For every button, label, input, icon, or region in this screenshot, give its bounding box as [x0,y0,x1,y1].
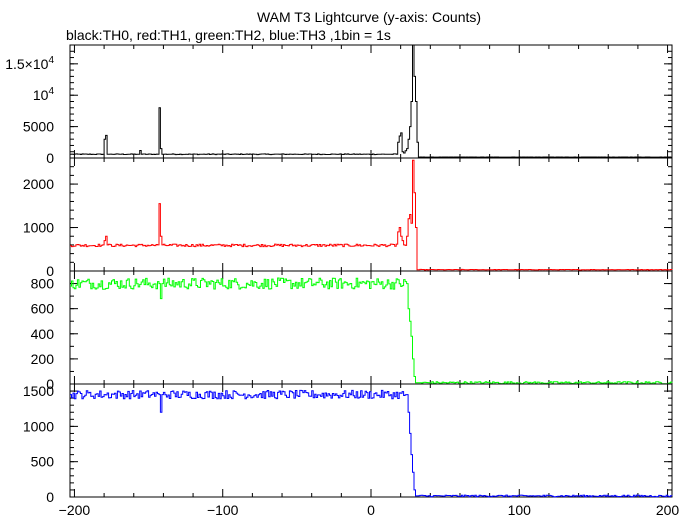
y-tick-label: 0 [46,263,54,279]
y-tick-label: 400 [31,326,55,342]
panels-group: 050001041.5×1040100020000200400600800050… [5,44,673,505]
series-line-th0 [70,44,672,158]
y-tick-label: 1000 [23,418,54,434]
series-line-th2 [70,277,673,385]
y-tick-label: 200 [31,351,55,367]
y-tick-label: 0 [46,489,54,505]
panel-th1: 0 1000 2000 [23,157,673,279]
y-tick-label: 5000 [23,119,54,135]
x-axis-ticks: −200 −100 0 100 200 [59,502,680,515]
y-tick-label: 0 [46,376,54,392]
series-line-th1 [70,159,673,271]
panel-th2: 0 200 400 600 800 [31,270,673,392]
y-tick-label: 800 [31,276,55,292]
y-tick-label: 0 [46,150,54,166]
x-tick-label: −100 [207,502,239,515]
series-line-th3 [70,389,673,498]
x-tick-label: 200 [656,502,680,515]
panel-th0: 0 5000 104 1.5×104 [5,44,673,166]
x-tick-label: 100 [508,502,532,515]
y-tick-label: 500 [31,454,55,470]
y-tick-label: 2000 [23,176,54,192]
y-tick-label: 104 [33,86,55,103]
chart-subtitle: black:TH0, red:TH1, green:TH2, blue:TH3 … [66,27,391,43]
x-tick-label: −200 [59,502,91,515]
y-tick-label: 600 [31,301,55,317]
y-tick-label-exponent: 4 [48,55,54,66]
chart-title: WAM T3 Lightcurve (y-axis: Counts) [257,9,481,25]
x-tick-label: 0 [367,502,375,515]
y-tick-label: 1000 [23,220,54,236]
panel-th3: 0 500 1000 1500 [23,383,673,505]
y-tick-label: 1500 [23,383,54,399]
y-tick-label-exponent: 4 [48,86,54,97]
y-tick-label: 1.5×104 [5,55,54,72]
